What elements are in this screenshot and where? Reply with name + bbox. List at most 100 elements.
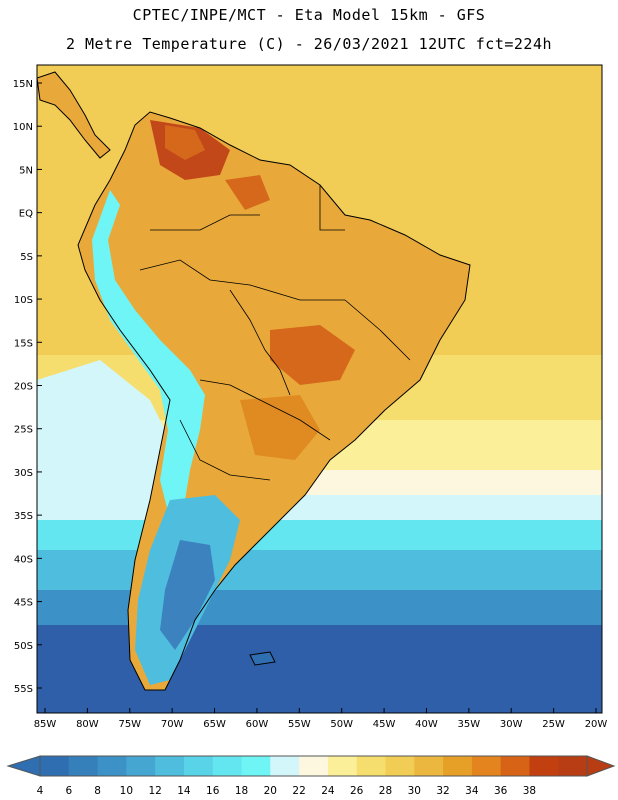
colorbar-label: 12 <box>148 785 161 797</box>
colorbar-label: 22 <box>292 785 305 797</box>
colorbar-swatch <box>500 756 530 776</box>
colorbar-label: 34 <box>465 785 479 797</box>
colorbar-swatch <box>68 756 99 776</box>
ocean-band-cold <box>37 550 602 595</box>
border-line <box>150 214 260 231</box>
lon-label: 25W <box>542 719 565 730</box>
colorbar-label: 32 <box>436 785 449 797</box>
colorbar-swatch <box>443 756 473 776</box>
colorbar-label: 26 <box>350 785 364 797</box>
colorbar-swatch <box>299 756 329 776</box>
lat-label: EQ <box>19 209 33 220</box>
hot-zone-central <box>270 325 355 385</box>
colorbar-swatch <box>356 756 386 776</box>
lon-label: 85W <box>34 719 57 730</box>
lat-label: 40S <box>14 554 33 565</box>
colorbar-label: 14 <box>177 785 191 797</box>
hot-zone-guiana <box>225 175 270 210</box>
lat-label: 5S <box>20 252 33 263</box>
title-line-1: CPTEC/INPE/MCT - Eta Model 15km - GFS <box>132 6 486 24</box>
colorbar-label: 24 <box>321 785 335 797</box>
border-line <box>229 289 291 396</box>
coastline <box>77 111 471 691</box>
longitude-axis: 85W 80W 75W 70W 65W 60W 55W 50W 45W 40W 35W 30W 25W 2… <box>34 708 608 730</box>
lat-label: 30S <box>14 468 33 479</box>
lon-label: 45W <box>373 719 396 730</box>
colorbar-swatch <box>183 756 214 776</box>
colorbar-label: 28 <box>379 785 392 797</box>
map-frame <box>36 64 603 714</box>
lon-label: 75W <box>118 719 141 730</box>
lon-label: 30W <box>500 719 523 730</box>
lon-label: 40W <box>415 719 438 730</box>
colorbar-swatch <box>40 756 70 776</box>
colorbar-swatch <box>212 756 243 776</box>
lat-label: 5N <box>19 165 33 176</box>
lon-label: 80W <box>76 719 99 730</box>
colorbar-swatch <box>97 756 127 776</box>
lat-label: 25S <box>14 425 33 436</box>
map-field <box>37 65 602 713</box>
colorbar-label: 20 <box>264 785 277 797</box>
central-america-coast <box>37 71 111 159</box>
lat-label: 10S <box>14 295 33 306</box>
colorbar-swatch <box>558 756 588 776</box>
ocean-band-south <box>37 625 602 713</box>
colorbar-swatch <box>529 756 559 776</box>
lon-label: 20W <box>585 719 608 730</box>
falklands <box>249 651 276 666</box>
colorbar-label: 4 <box>37 785 44 797</box>
border-line <box>344 299 411 361</box>
caribbean-sea <box>37 65 602 160</box>
colorbar-swatch <box>471 756 502 776</box>
ocean-band-cool <box>37 520 602 555</box>
lat-label: 35S <box>14 511 33 522</box>
colorbar-label: 6 <box>65 785 72 797</box>
colorbar-swatch <box>414 756 444 776</box>
latitude-axis: 15N 10N 5N EQ 5S 10S 15S 20S 25S 30S 35S 40S 45S 50S 5… <box>13 79 42 695</box>
country-borders <box>139 185 411 481</box>
lat-label: 15N <box>13 79 33 90</box>
colorbar-swatch <box>126 756 156 776</box>
lat-label: 45S <box>14 598 33 609</box>
colorbar-outline <box>39 755 588 777</box>
colorbar-label: 8 <box>94 785 101 797</box>
colorbar-label: 36 <box>494 785 508 797</box>
border-line <box>139 259 345 301</box>
colorbar-label: 38 <box>523 785 536 797</box>
central-america <box>37 72 110 158</box>
colorbar-left-arrow <box>6 755 41 777</box>
color-legend: 4 6 8 10 12 14 16 18 20 22 24 26 28 30 32 34 36 38 <box>6 755 616 797</box>
lon-label: 50W <box>330 719 353 730</box>
border-line <box>179 419 271 481</box>
hot-zone-south <box>240 395 320 460</box>
lon-label: 35W <box>458 719 481 730</box>
ocean-band-mid <box>37 590 602 630</box>
lon-label: 55W <box>288 719 311 730</box>
lon-label: 65W <box>203 719 226 730</box>
lat-label: 15S <box>14 338 33 349</box>
lat-label: 50S <box>14 641 33 652</box>
lat-label: 55S <box>14 684 33 695</box>
title-line-2: 2 Metre Temperature (C) - 26/03/2021 12U… <box>65 35 553 53</box>
pacific-cool-strip <box>37 360 170 520</box>
colorbar-label: 16 <box>206 785 220 797</box>
lat-label: 10N <box>13 122 33 133</box>
border-line <box>199 379 331 441</box>
colorbar-label: 18 <box>235 785 248 797</box>
hot-zone-caribbean-coast <box>165 125 205 160</box>
colorbar-swatch <box>270 756 300 776</box>
colorbar-swatch <box>241 756 271 776</box>
lon-label: 70W <box>161 719 184 730</box>
colorbar-swatch <box>327 756 358 776</box>
colorbar-swatch <box>385 756 415 776</box>
andes-cold-strip <box>92 190 205 520</box>
lat-label: 20S <box>14 382 33 393</box>
colorbar-label: 30 <box>408 785 421 797</box>
colorbar-label: 10 <box>120 785 133 797</box>
lon-label: 60W <box>246 719 269 730</box>
colorbar-swatch <box>155 756 185 776</box>
border-line <box>319 185 345 231</box>
patagonia-coldest <box>160 540 215 650</box>
